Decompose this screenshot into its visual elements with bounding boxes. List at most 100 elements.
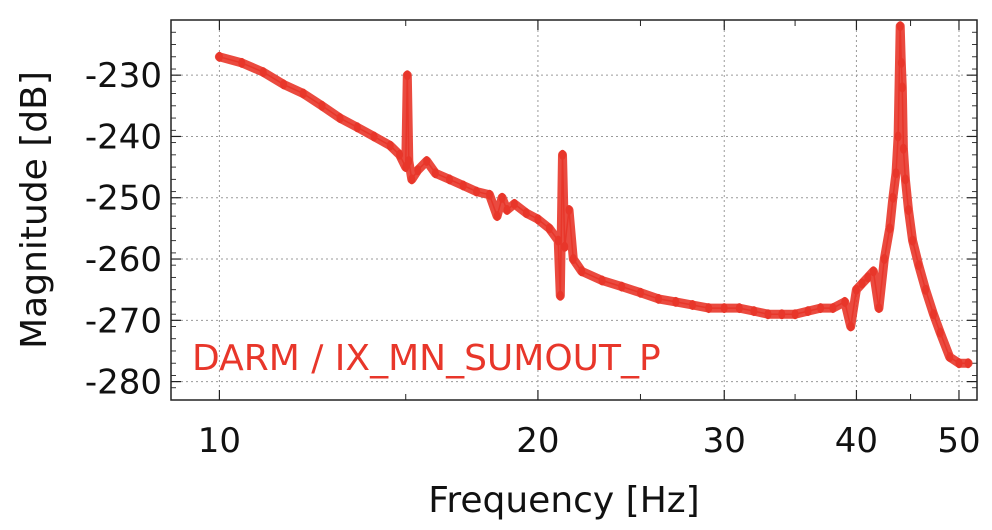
data-point — [423, 156, 431, 166]
data-point — [565, 205, 573, 215]
data-point — [764, 309, 772, 320]
x-tick-label: 40 — [835, 421, 878, 461]
x-axis-label: Frequency [Hz] — [428, 480, 699, 521]
data-point — [804, 306, 812, 317]
data-point — [936, 327, 944, 338]
data-point — [655, 293, 662, 304]
data-point — [569, 254, 577, 264]
data-point — [898, 82, 906, 93]
y-tick-label: -230 — [85, 56, 162, 96]
data-point — [955, 358, 963, 369]
data-point — [858, 278, 866, 289]
data-point — [886, 223, 894, 234]
data-point — [922, 284, 930, 295]
x-tick-labels: 10 20 30 40 50 — [198, 421, 981, 461]
data-point — [336, 113, 344, 124]
data-point — [841, 296, 849, 307]
data-point — [894, 131, 902, 142]
series-band — [214, 21, 973, 368]
data-point — [386, 140, 394, 151]
data-point — [930, 309, 937, 320]
data-point — [561, 241, 569, 252]
data-point — [889, 192, 897, 203]
data-point — [915, 260, 923, 271]
data-point — [556, 290, 564, 301]
data-point — [689, 300, 696, 310]
y-tick-labels: -230 -240 -250 -260 -270 -280 — [85, 56, 162, 402]
data-point — [964, 358, 972, 369]
data-point — [637, 287, 644, 298]
data-point — [892, 168, 900, 179]
x-tick-label: 50 — [937, 421, 980, 461]
data-point — [901, 174, 909, 185]
data-point — [370, 131, 378, 142]
data-point — [215, 51, 223, 62]
data-point — [897, 57, 905, 68]
y-tick-label: -270 — [85, 301, 162, 341]
data-point — [396, 149, 404, 160]
data-point — [486, 189, 493, 200]
data-point — [259, 67, 267, 78]
y-tick-label: -250 — [85, 179, 162, 219]
data-point — [946, 352, 954, 363]
data-point — [791, 309, 799, 320]
data-point — [403, 70, 411, 81]
data-point — [431, 168, 439, 179]
data-point — [414, 165, 422, 176]
data-point — [896, 21, 904, 32]
data-point — [522, 208, 530, 219]
data-point — [847, 321, 855, 332]
x-tick-label: 10 — [198, 421, 241, 461]
data-point — [578, 266, 586, 277]
data-point — [672, 296, 680, 307]
data-point — [534, 214, 542, 225]
grid — [171, 20, 977, 400]
data-point — [598, 275, 606, 286]
data-point — [750, 306, 758, 317]
data-point — [405, 156, 413, 166]
data-point — [473, 186, 481, 197]
plot-frame — [170, 19, 978, 401]
data-point — [618, 281, 626, 292]
data-point — [899, 143, 907, 154]
data-point — [446, 174, 453, 185]
data-point — [705, 303, 713, 314]
x-tick-label: 20 — [516, 421, 559, 461]
data-point — [459, 180, 467, 191]
y-axis-label: Magnitude [dB] — [14, 71, 55, 349]
y-tick-label: -280 — [85, 363, 162, 403]
data-point — [909, 235, 917, 246]
data-point — [864, 272, 872, 283]
data-point — [817, 303, 825, 314]
y-tick-label: -240 — [85, 117, 162, 157]
data-point — [905, 205, 912, 215]
x-tick-label: 30 — [703, 421, 746, 461]
data-point — [880, 254, 888, 264]
data-point — [510, 198, 518, 209]
data-point — [869, 266, 877, 277]
data-point — [503, 205, 511, 215]
series-layer — [214, 21, 973, 369]
series-line — [219, 26, 969, 364]
data-point — [875, 303, 883, 314]
data-point — [559, 149, 566, 160]
data-point — [238, 57, 246, 68]
data-point — [545, 223, 553, 234]
data-point — [778, 309, 786, 320]
data-point — [353, 122, 361, 133]
y-tick-label: -260 — [85, 240, 162, 280]
data-point — [280, 79, 288, 90]
data-point — [852, 284, 860, 295]
data-point — [498, 192, 506, 203]
series-annotation: DARM / IX_MN_SUMOUT_P — [192, 338, 661, 379]
data-point — [493, 211, 501, 222]
data-point — [408, 174, 416, 185]
data-point — [318, 100, 326, 111]
data-point — [299, 88, 307, 99]
data-point — [554, 235, 562, 246]
axis-ticks — [171, 19, 977, 401]
data-point — [829, 303, 837, 314]
data-point — [720, 303, 728, 314]
data-point — [735, 303, 743, 314]
